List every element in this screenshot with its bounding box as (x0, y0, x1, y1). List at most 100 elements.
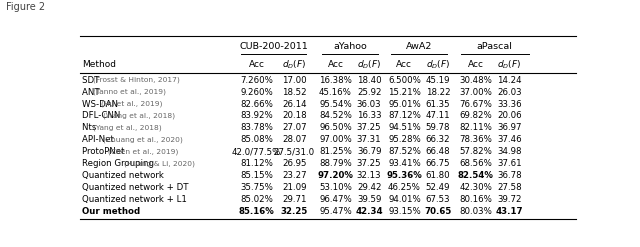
Text: 93.15%: 93.15% (388, 207, 420, 216)
Text: 6.500%: 6.500% (388, 76, 421, 84)
Text: 80.16%: 80.16% (460, 195, 492, 204)
Text: 80.03%: 80.03% (460, 207, 492, 216)
Text: 46.25%: 46.25% (388, 183, 421, 192)
Text: aYahoo: aYahoo (333, 42, 367, 51)
Text: 17.00: 17.00 (282, 76, 307, 84)
Text: 96.47%: 96.47% (319, 195, 352, 204)
Text: 28.07: 28.07 (282, 135, 307, 144)
Text: 82.54%: 82.54% (458, 171, 493, 180)
Text: Region Grouping: Region Grouping (83, 159, 157, 168)
Text: 20.06: 20.06 (497, 111, 522, 121)
Text: 68.56%: 68.56% (460, 159, 492, 168)
Text: Acc: Acc (328, 60, 344, 69)
Text: 15.21%: 15.21% (388, 87, 421, 97)
Text: 29.42: 29.42 (357, 183, 381, 192)
Text: Quantized network + L1: Quantized network + L1 (83, 195, 188, 204)
Text: 18.40: 18.40 (357, 76, 381, 84)
Text: (Hu et al., 2019): (Hu et al., 2019) (100, 101, 162, 107)
Text: (Wang et al., 2018): (Wang et al., 2018) (103, 113, 175, 119)
Text: 45.16%: 45.16% (319, 87, 352, 97)
Text: 27.07: 27.07 (282, 124, 307, 132)
Text: 87.52%: 87.52% (388, 147, 421, 156)
Text: 35.75%: 35.75% (240, 183, 273, 192)
Text: 37.25: 37.25 (357, 159, 381, 168)
Text: ANT: ANT (83, 87, 103, 97)
Text: Our method: Our method (83, 207, 141, 216)
Text: Figure 2: Figure 2 (6, 2, 45, 12)
Text: 18.52: 18.52 (282, 87, 307, 97)
Text: (Zhuang et al., 2020): (Zhuang et al., 2020) (103, 137, 183, 143)
Text: 97.20%: 97.20% (317, 171, 353, 180)
Text: 30.48%: 30.48% (460, 76, 492, 84)
Text: 87.12%: 87.12% (388, 111, 421, 121)
Text: 39.72: 39.72 (497, 195, 522, 204)
Text: 94.01%: 94.01% (388, 195, 420, 204)
Text: 32.13: 32.13 (357, 171, 381, 180)
Text: 69.82%: 69.82% (460, 111, 492, 121)
Text: 37.31: 37.31 (357, 135, 381, 144)
Text: 29.71: 29.71 (282, 195, 307, 204)
Text: 42.34: 42.34 (355, 207, 383, 216)
Text: 85.02%: 85.02% (240, 195, 273, 204)
Text: 33.36: 33.36 (497, 100, 522, 108)
Text: SDT: SDT (83, 76, 102, 84)
Text: 66.32: 66.32 (426, 135, 451, 144)
Text: 97.00%: 97.00% (319, 135, 352, 144)
Text: WS-DAN: WS-DAN (83, 100, 121, 108)
Text: 93.41%: 93.41% (388, 159, 420, 168)
Text: 42.0/77.5%: 42.0/77.5% (232, 147, 281, 156)
Text: Quantized network + DT: Quantized network + DT (83, 183, 189, 192)
Text: API-Net: API-Net (83, 135, 117, 144)
Text: 25.92: 25.92 (357, 87, 381, 97)
Text: 36.79: 36.79 (357, 147, 381, 156)
Text: 82.66%: 82.66% (240, 100, 273, 108)
Text: (Chen et al., 2019): (Chen et al., 2019) (108, 149, 179, 155)
Text: ProtoPNet: ProtoPNet (83, 147, 128, 156)
Text: Quantized network: Quantized network (83, 171, 164, 180)
Text: (Huang & Li, 2020): (Huang & Li, 2020) (124, 161, 195, 167)
Text: $d_D(F)$: $d_D(F)$ (497, 59, 522, 71)
Text: 37.61: 37.61 (497, 159, 522, 168)
Text: 53.10%: 53.10% (319, 183, 352, 192)
Text: $d_D(F)$: $d_D(F)$ (357, 59, 381, 71)
Text: 95.47%: 95.47% (319, 207, 352, 216)
Text: 27.58: 27.58 (497, 183, 522, 192)
Text: 26.03: 26.03 (497, 87, 522, 97)
Text: (Yang et al., 2018): (Yang et al., 2018) (93, 125, 161, 131)
Text: 81.25%: 81.25% (319, 147, 352, 156)
Text: 18.22: 18.22 (426, 87, 451, 97)
Text: 67.53: 67.53 (426, 195, 451, 204)
Text: CUB-200-2011: CUB-200-2011 (239, 42, 308, 51)
Text: 82.11%: 82.11% (460, 124, 492, 132)
Text: 66.48: 66.48 (426, 147, 451, 156)
Text: Method: Method (83, 60, 116, 69)
Text: 37.46: 37.46 (497, 135, 522, 144)
Text: 21.09: 21.09 (282, 183, 307, 192)
Text: Acc: Acc (248, 60, 264, 69)
Text: 83.92%: 83.92% (240, 111, 273, 121)
Text: 45.19: 45.19 (426, 76, 451, 84)
Text: $d_D(F)$: $d_D(F)$ (426, 59, 450, 71)
Text: DFL-CNN: DFL-CNN (83, 111, 124, 121)
Text: 94.51%: 94.51% (388, 124, 420, 132)
Text: 88.79%: 88.79% (319, 159, 352, 168)
Text: 61.35: 61.35 (426, 100, 451, 108)
Text: 52.49: 52.49 (426, 183, 451, 192)
Text: Nts: Nts (83, 124, 100, 132)
Text: 42.30%: 42.30% (460, 183, 492, 192)
Text: 14.24: 14.24 (497, 76, 522, 84)
Text: 32.25: 32.25 (281, 207, 308, 216)
Text: 20.18: 20.18 (282, 111, 307, 121)
Text: (Tanno et al., 2019): (Tanno et al., 2019) (93, 89, 166, 95)
Text: 78.36%: 78.36% (460, 135, 492, 144)
Text: 26.95: 26.95 (282, 159, 307, 168)
Text: 81.12%: 81.12% (240, 159, 273, 168)
Text: (Frosst & Hinton, 2017): (Frosst & Hinton, 2017) (93, 77, 180, 83)
Text: 95.54%: 95.54% (319, 100, 352, 108)
Text: 57.82%: 57.82% (460, 147, 492, 156)
Text: 36.03: 36.03 (357, 100, 381, 108)
Text: 16.38%: 16.38% (319, 76, 352, 84)
Text: 76.67%: 76.67% (460, 100, 492, 108)
Text: 37.25: 37.25 (357, 124, 381, 132)
Text: Acc: Acc (468, 60, 484, 69)
